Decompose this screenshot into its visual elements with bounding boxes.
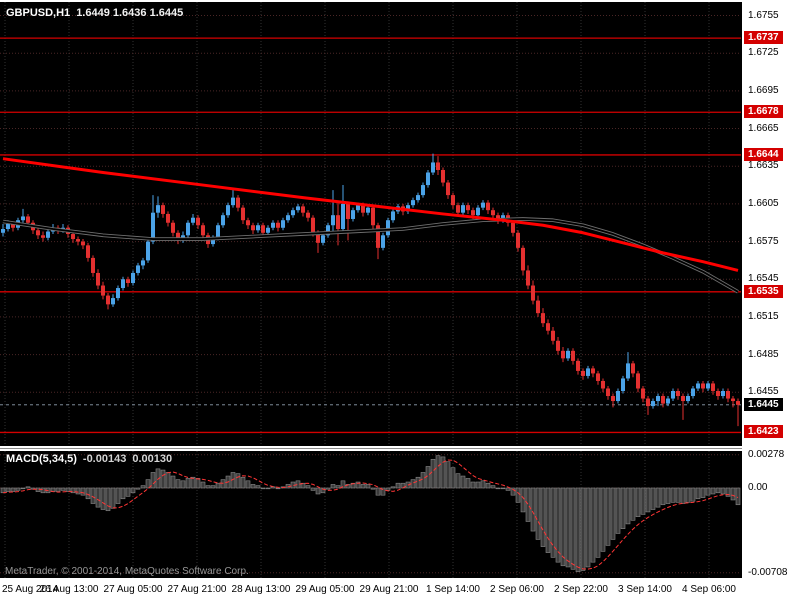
macd-axis-label: -0.00708 (748, 566, 788, 578)
time-axis-label: 1 Sep 14:00 (426, 584, 480, 595)
price-axis-label: 1.6545 (748, 273, 779, 285)
grid (0, 2, 741, 446)
macd-axis[interactable]: 0.00278 0.00 -0.00708 (742, 445, 800, 585)
main-chart-area[interactable]: GBPUSD,H1 1.6449 1.6436 1.6445 (0, 2, 742, 446)
time-axis-label: 25 Aug 2014 (2, 584, 59, 595)
price-level-badge: 1.6678 (744, 105, 783, 119)
candles (1, 153, 740, 427)
price-level-badge: 1.6423 (744, 425, 783, 439)
price-axis-label: 1.6695 (748, 84, 779, 96)
price-axis-label: 1.6755 (748, 9, 779, 21)
price-axis-label: 1.6575 (748, 235, 779, 247)
time-axis-label: 29 Aug 21:00 (359, 584, 419, 595)
main-chart-canvas[interactable] (0, 2, 742, 446)
macd-name: MACD(5,34,5) (6, 453, 77, 465)
quote-values: 1.6449 1.6436 1.6445 (76, 7, 184, 19)
price-axis-label: 1.6665 (748, 122, 779, 134)
time-axis-label: 27 Aug 05:00 (103, 584, 163, 595)
price-axis-label: 1.6485 (748, 348, 779, 360)
level-lines (0, 37, 741, 434)
time-axis-label: 2 Sep 06:00 (490, 584, 544, 595)
time-axis-label: 2 Sep 22:00 (554, 584, 608, 595)
time-axis-label: 4 Sep 06:00 (682, 584, 736, 595)
macd-indicator-label: MACD(5,34,5) -0.00143 0.00130 (6, 453, 172, 465)
macd-histogram (0, 455, 741, 573)
price-axis-label: 1.6455 (748, 386, 779, 398)
window-divider[interactable] (0, 448, 800, 449)
copyright-text: MetaTrader, © 2001-2014, MetaQuotes Soft… (5, 566, 249, 577)
macd-panel-canvas[interactable] (0, 451, 742, 578)
macd-axis-label: 0.00 (748, 482, 768, 493)
time-axis[interactable]: 25 Aug 2014 26 Aug 13:00 27 Aug 05:00 27 Au… (0, 578, 800, 600)
price-axis-label: 1.6515 (748, 310, 779, 322)
price-level-badge: 1.6535 (744, 284, 783, 298)
time-axis-label: 3 Sep 14:00 (618, 584, 672, 595)
price-axis-label: 1.6725 (748, 47, 779, 59)
macd-value: -0.00143 (82, 453, 127, 465)
time-axis-label: 26 Aug 13:00 (39, 584, 99, 595)
price-level-badge: 1.6737 (744, 31, 783, 45)
time-axis-label: 28 Aug 13:00 (231, 584, 291, 595)
macd-panel[interactable]: MACD(5,34,5) -0.00143 0.00130 MetaTrader, … (0, 451, 742, 578)
macd-axis-label: 0.00278 (748, 448, 785, 460)
price-axis-label: 1.6605 (748, 197, 779, 209)
macd-signal-value: 0.00130 (132, 453, 173, 465)
chart-title: GBPUSD,H1 1.6449 1.6436 1.6445 (6, 7, 183, 19)
macd-signal-line (2, 459, 739, 570)
price-level-badge: 1.6644 (744, 147, 783, 161)
price-level-badge: 1.6445 (744, 397, 783, 411)
time-axis-label: 29 Aug 05:00 (295, 584, 355, 595)
moving-averages (2, 157, 739, 294)
price-axis-label: 1.6635 (748, 160, 779, 172)
time-axis-label: 27 Aug 21:00 (167, 584, 227, 595)
symbol-period-label: GBPUSD,H1 (6, 7, 71, 19)
